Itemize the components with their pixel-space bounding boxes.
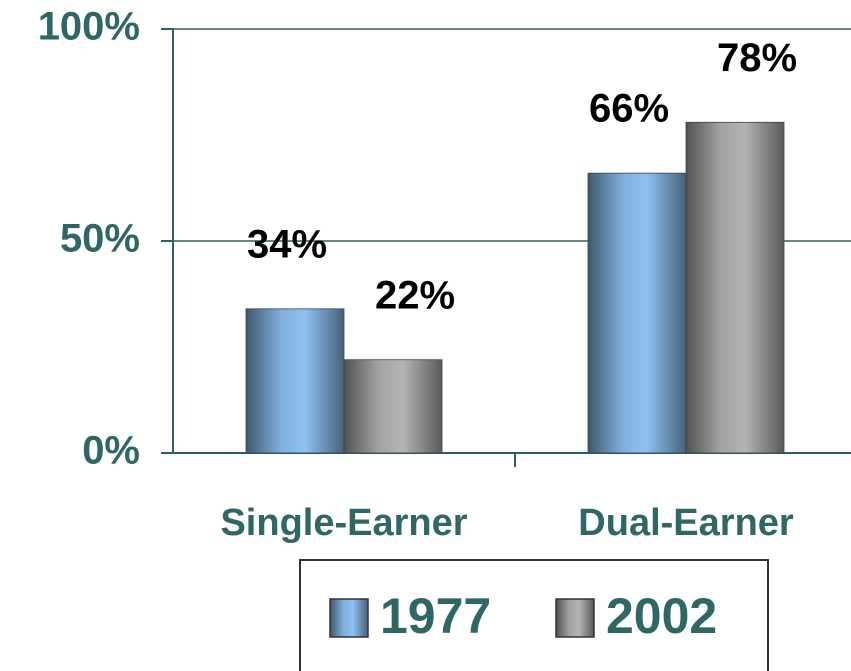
legend-label: 1977 bbox=[380, 588, 491, 644]
legend-box bbox=[299, 559, 769, 671]
bar bbox=[685, 121, 785, 454]
x-tick-label: Single-Earner bbox=[220, 502, 467, 544]
value-label: 22% bbox=[375, 273, 455, 317]
legend-swatch bbox=[555, 598, 595, 638]
value-label: 66% bbox=[589, 87, 669, 131]
legend-label: 2002 bbox=[606, 588, 717, 644]
value-label: 78% bbox=[717, 36, 797, 80]
bar bbox=[343, 359, 443, 454]
value-label: 34% bbox=[247, 222, 327, 266]
bar bbox=[587, 172, 687, 454]
y-tick-label: 0% bbox=[82, 429, 140, 473]
legend-swatch bbox=[329, 598, 369, 638]
x-tick-label: Dual-Earner bbox=[578, 502, 794, 544]
y-tick-label: 50% bbox=[60, 217, 140, 261]
bar bbox=[245, 308, 345, 454]
y-tick-label: 100% bbox=[38, 5, 140, 49]
